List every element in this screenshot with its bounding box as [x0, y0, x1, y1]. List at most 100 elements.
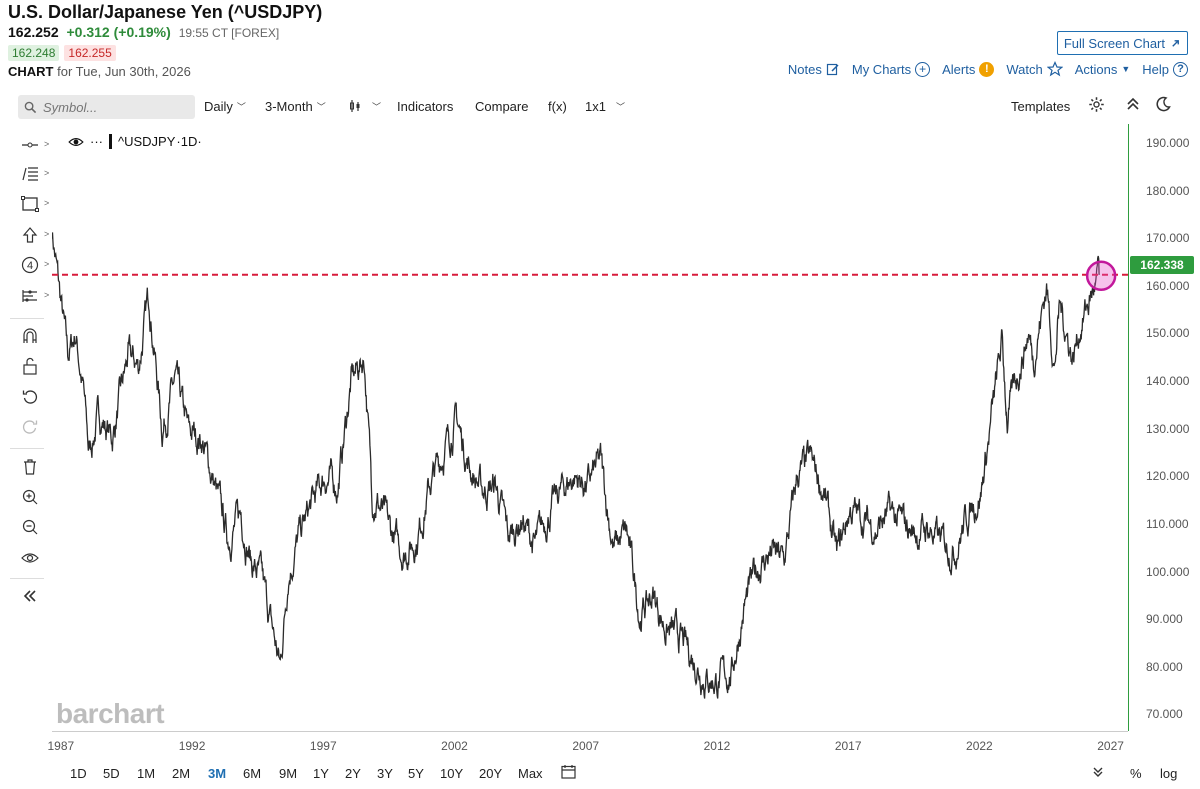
divider	[10, 448, 44, 449]
scroll-down-button[interactable]	[1092, 766, 1104, 781]
notes-link[interactable]: Notes	[788, 62, 840, 77]
y-tick-label: 70.000	[1146, 707, 1183, 722]
double-chevron-up-icon	[1127, 97, 1139, 110]
chevron-down-icon: ﹀	[615, 102, 625, 112]
range-button-9m[interactable]: 9M	[279, 766, 298, 781]
range-button-20y[interactable]: 20Y	[479, 766, 503, 781]
collapse-button[interactable]	[1125, 96, 1141, 112]
chevron-down-icon: ﹀	[316, 102, 326, 112]
range-button-2y[interactable]: 2Y	[345, 766, 361, 781]
measure-tool[interactable]	[18, 285, 42, 307]
chevron-right-icon[interactable]: >	[44, 259, 50, 269]
fib-tool[interactable]	[18, 163, 42, 185]
watch-link[interactable]: Watch	[1006, 61, 1063, 77]
calendar-button[interactable]	[561, 764, 576, 782]
calendar-icon	[561, 765, 576, 779]
x-tick-label: 2002	[441, 739, 468, 753]
range-button-5y[interactable]: 5Y	[408, 766, 424, 781]
range-button-3m[interactable]: 3M	[208, 766, 227, 781]
price-chart[interactable]	[52, 124, 1128, 731]
symbol-input[interactable]	[43, 99, 183, 115]
undo-icon	[22, 390, 38, 404]
y-tick-label: 170.000	[1146, 231, 1190, 246]
range-button-1d[interactable]: 1D	[70, 766, 87, 781]
price-change: +0.312 (+0.19%)	[66, 24, 171, 40]
undo-button[interactable]	[18, 386, 42, 408]
range-button-6m[interactable]: 6M	[243, 766, 262, 781]
settings-button[interactable]	[1088, 96, 1105, 113]
templates-button[interactable]: Templates	[1011, 99, 1070, 114]
more-options-icon[interactable]: ···	[90, 134, 103, 149]
zoom-in-button[interactable]	[18, 486, 42, 508]
fibonacci-icon	[22, 167, 38, 181]
price-axis[interactable]	[1128, 124, 1200, 731]
y-tick-label: 110.000	[1146, 516, 1189, 531]
zoom-out-button[interactable]	[18, 516, 42, 538]
percent-toggle[interactable]: %	[1130, 766, 1142, 781]
y-tick-label: 80.000	[1146, 659, 1183, 674]
range-button-1m[interactable]: 1M	[137, 766, 156, 781]
top-links: Notes My Charts + Alerts ! Watch Actions…	[788, 61, 1188, 77]
notes-label: Notes	[787, 61, 822, 77]
range-button-max[interactable]: Max	[518, 766, 543, 781]
y-tick-label: 90.000	[1146, 612, 1183, 627]
eye-icon	[21, 553, 39, 563]
interval-dropdown[interactable]: Daily ﹀	[204, 99, 246, 114]
divider	[10, 578, 44, 579]
range-button-2m[interactable]: 2M	[172, 766, 191, 781]
caret-down-icon: ▼	[1121, 64, 1131, 74]
actions-menu[interactable]: Actions ▼	[1075, 62, 1131, 77]
range-button-10y[interactable]: 10Y	[440, 766, 464, 781]
time-axis[interactable]	[52, 731, 1128, 757]
delete-button[interactable]	[18, 456, 42, 478]
my-charts-link[interactable]: My Charts +	[852, 61, 931, 77]
full-screen-chart-button[interactable]: Full Screen Chart	[1056, 31, 1188, 55]
x-tick-label: 2022	[966, 739, 993, 753]
chevron-right-icon[interactable]: >	[44, 290, 50, 300]
full-screen-label: Full Screen Chart	[1063, 35, 1165, 51]
help-link[interactable]: Help ?	[1142, 61, 1188, 77]
y-tick-label: 100.000	[1146, 564, 1190, 579]
visibility-button[interactable]	[18, 547, 42, 569]
range-button-5d[interactable]: 5D	[103, 766, 120, 781]
theme-toggle[interactable]	[1155, 96, 1171, 112]
shape-tool[interactable]	[18, 193, 42, 215]
chart-legend: ··· ^USDJPY ·1D·	[68, 134, 202, 149]
number-circle-icon: 4	[21, 256, 39, 274]
chevron-right-icon[interactable]: >	[44, 229, 50, 239]
compare-button[interactable]: Compare	[475, 99, 528, 114]
lock-tool[interactable]	[18, 355, 42, 377]
line-tool[interactable]	[18, 134, 42, 156]
measure-icon	[22, 290, 37, 302]
collapse-sidebar-button[interactable]	[18, 585, 42, 607]
eye-icon[interactable]	[68, 136, 84, 148]
chevron-right-icon[interactable]: >	[44, 168, 50, 178]
period-dropdown[interactable]: 3-Month ﹀	[265, 99, 326, 114]
redo-button[interactable]	[18, 416, 42, 438]
chart-type-dropdown[interactable]: ﹀	[348, 99, 381, 113]
chart-date: for Tue, Jun 30th, 2026	[57, 64, 191, 79]
series-color-swatch	[109, 134, 112, 149]
x-tick-label: 1992	[178, 739, 206, 753]
legend-symbol: ^USDJPY	[118, 134, 176, 149]
magnet-tool[interactable]	[18, 325, 42, 347]
layout-dropdown[interactable]: 1x1 ﹀	[585, 99, 625, 114]
indicators-button[interactable]: Indicators	[397, 99, 453, 114]
interval-label: Daily	[204, 99, 233, 114]
log-toggle[interactable]: log	[1160, 766, 1178, 781]
symbol-search[interactable]	[18, 95, 195, 119]
chart-date-line: CHART for Tue, Jun 30th, 2026	[8, 64, 191, 79]
arrow-tool[interactable]	[18, 224, 42, 246]
chevron-right-icon[interactable]: >	[44, 139, 50, 149]
legend-interval: ·1D·	[176, 134, 202, 149]
range-button-1y[interactable]: 1Y	[313, 766, 329, 781]
counter-tool[interactable]: 4	[18, 254, 42, 276]
function-button[interactable]: f(x)	[548, 99, 567, 114]
alerts-label: Alerts	[942, 61, 976, 77]
range-button-3y[interactable]: 3Y	[377, 766, 393, 781]
svg-text:4: 4	[27, 260, 33, 272]
bid-price: 162.248	[8, 45, 60, 61]
barchart-logo: barchart	[56, 698, 165, 729]
alerts-link[interactable]: Alerts !	[942, 61, 995, 77]
chevron-right-icon[interactable]: >	[44, 198, 50, 208]
